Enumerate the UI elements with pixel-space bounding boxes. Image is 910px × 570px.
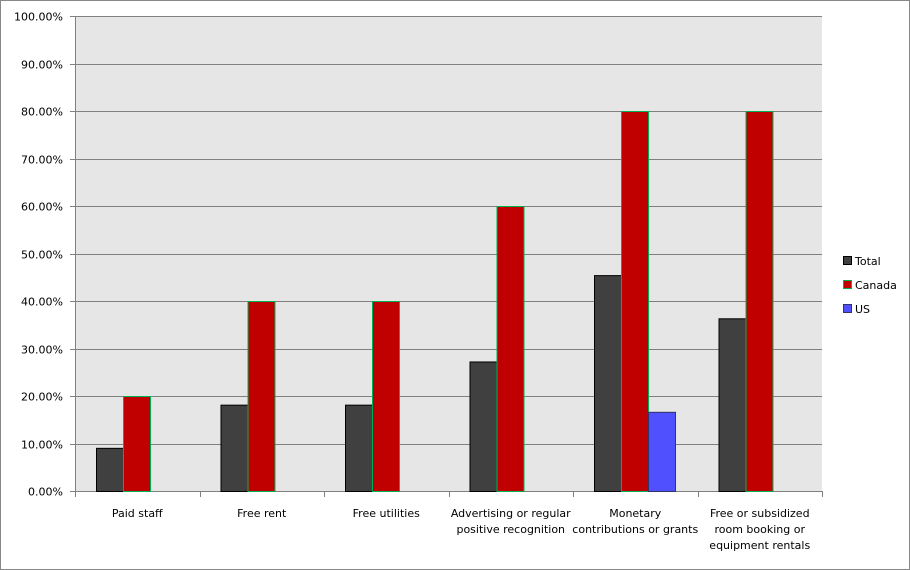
bar-canada-0 [123,396,151,492]
legend-label: US [855,303,870,316]
bar-canada-1 [247,301,276,492]
x-tick-label: room booking or [714,523,805,536]
legend-swatch [843,256,852,265]
x-tick-label: Free rent [237,507,287,520]
x-tick-label: equipment rentals [709,539,810,552]
y-tick-label: 60.00% [21,201,63,214]
y-tick-label: 90.00% [21,59,63,72]
bar-total-4 [594,275,622,492]
legend-label: Total [854,255,881,268]
y-tick-label: 0.00% [28,486,63,499]
bar-canada-4 [621,111,649,492]
bar-total-3 [469,361,498,492]
x-tick-label: contributions or grants [572,523,698,536]
bar-canada-5 [745,111,774,492]
bar-total-0 [96,447,124,493]
plot-area [75,16,822,491]
y-tick-label: 30.00% [21,344,63,357]
bar-us-4 [648,411,676,493]
x-tick-label: Free or subsidized [710,507,810,520]
x-tick-label: Monetary [609,507,662,520]
y-tick-label: 10.00% [21,439,63,452]
bar-total-2 [345,404,373,492]
x-tick-label: positive recognition [456,523,565,536]
bar-canada-3 [496,206,525,492]
legend-swatch [843,280,852,289]
x-tick-label: Paid staff [112,507,163,520]
legend-item-total: Total [843,255,881,268]
x-tick-label: Advertising or regular [451,507,571,520]
bar-canada-2 [372,301,400,492]
y-tick-label: 40.00% [21,296,63,309]
legend-swatch [843,304,852,313]
y-tick-label: 50.00% [21,249,63,262]
bar-total-5 [718,318,747,493]
legend-label: Canada [855,279,897,292]
legend-item-us: US [843,303,870,316]
bar-total-1 [220,404,249,492]
y-tick-label: 100.00% [14,11,63,24]
x-tick-label: Free utilities [353,507,420,520]
y-tick-label: 70.00% [21,154,63,167]
y-tick-label: 20.00% [21,391,63,404]
legend-item-canada: Canada [843,279,897,292]
y-tick-label: 80.00% [21,106,63,119]
